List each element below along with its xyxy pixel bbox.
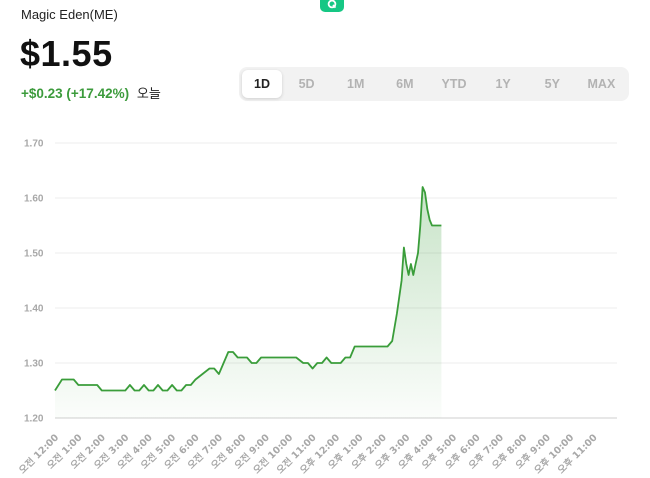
y-tick-label: 1.50 — [24, 249, 44, 260]
y-tick-label: 1.40 — [24, 304, 44, 315]
range-tab-5d[interactable]: 5D — [298, 77, 315, 91]
asset-name: Magic Eden(ME) — [21, 7, 118, 22]
range-tab-ytd[interactable]: YTD — [441, 77, 467, 91]
price-change-value: +$0.23 (+17.42%) — [21, 86, 130, 101]
range-tab-1y[interactable]: 1Y — [495, 77, 511, 91]
price-change: +$0.23 (+17.42%) 오늘 — [21, 83, 161, 102]
range-tab-6m[interactable]: 6M — [396, 77, 414, 91]
q-logo-icon — [327, 0, 337, 9]
range-tab-max[interactable]: MAX — [587, 77, 616, 91]
range-tab-5y[interactable]: 5Y — [544, 77, 560, 91]
range-tab-1m[interactable]: 1M — [347, 77, 365, 91]
y-tick-label: 1.60 — [24, 194, 44, 205]
series-area — [55, 187, 442, 418]
y-tick-label: 1.30 — [24, 359, 44, 370]
app-badge-icon[interactable] — [320, 0, 344, 12]
current-price: $1.55 — [20, 33, 113, 74]
y-tick-label: 1.70 — [24, 139, 44, 150]
series-line — [54, 186, 442, 392]
range-tabs: 1D 5D 1M 6M YTD 1Y 5Y MAX — [239, 67, 629, 101]
period-label: 오늘 — [136, 87, 161, 102]
range-tab-1d[interactable]: 1D — [242, 70, 282, 98]
y-tick-label: 1.20 — [24, 414, 44, 425]
